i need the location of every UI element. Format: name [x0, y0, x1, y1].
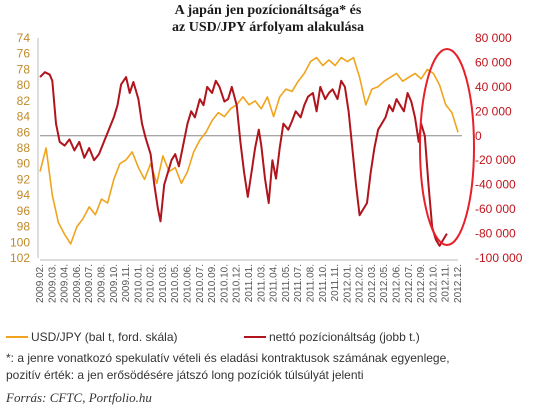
- x-tick-label: 2009.07.: [84, 264, 95, 303]
- left-tick-label: 82: [17, 94, 31, 108]
- right-tick-label: 80 000: [475, 31, 512, 45]
- footnote-line2: pozitív érték: a jen erősödésére játszó …: [6, 368, 364, 382]
- x-tick-label: 2010.09.: [207, 264, 218, 303]
- left-tick-label: 100: [10, 235, 30, 249]
- footnote-line1: *: a jenre vonatkozó spekulatív vételi é…: [6, 351, 450, 365]
- x-tick-label: 2010.12.: [232, 264, 243, 303]
- legend-label-position: nettó pozícionáltság (jobb t.): [269, 330, 420, 344]
- x-tick-label: 2010.07.: [195, 264, 206, 303]
- x-tick-label: 2009.06.: [72, 264, 83, 303]
- x-tick-label: 2012.10.: [428, 264, 439, 303]
- series-line-position: [39, 71, 448, 247]
- left-tick-label: 74: [17, 31, 31, 45]
- x-tick-label: 2009.02.: [35, 264, 46, 303]
- right-tick-label: 60 000: [475, 55, 512, 69]
- x-tick-label: 2012.09.: [416, 264, 427, 303]
- x-tick-label: 2011.07.: [293, 264, 304, 302]
- right-tick-label: -100 000: [475, 251, 523, 265]
- x-tick-label: 2012.11.: [441, 264, 452, 302]
- left-tick-label: 98: [17, 220, 31, 234]
- x-tick-label: 2010.05.: [170, 264, 181, 303]
- x-tick-label: 2009.11.: [121, 264, 132, 302]
- right-tick-label: 40 000: [475, 80, 512, 94]
- x-tick-label: 2010.06.: [183, 264, 194, 303]
- x-tick-label: 2012.02.: [355, 264, 366, 303]
- left-tick-label: 84: [17, 110, 31, 124]
- x-tick-label: 2011.01.: [244, 264, 255, 302]
- left-tick-label: 86: [17, 125, 31, 139]
- x-tick-label: 2011.11.: [330, 264, 341, 301]
- left-tick-label: 80: [17, 78, 31, 92]
- left-tick-label: 92: [17, 172, 31, 186]
- left-tick-label: 90: [17, 157, 31, 171]
- right-tick-label: -40 000: [475, 178, 516, 192]
- right-tick-label: -80 000: [475, 227, 516, 241]
- x-tick-label: 2012.07.: [404, 264, 415, 303]
- legend: USD/JPY (bal t, ford. skála) nettó pozíc…: [6, 330, 526, 348]
- left-tick-label: 96: [17, 204, 31, 218]
- x-tick-label: 2011.08.: [305, 264, 316, 302]
- x-axis: 2009.02. 2009.03. 2009.04. 2009.06. 2009.07.…: [35, 259, 464, 303]
- legend-label-usdjpy: USD/JPY (bal t, ford. skála): [31, 330, 178, 344]
- left-tick-label: 76: [17, 47, 31, 61]
- x-tick-label: 2010.10.: [219, 264, 230, 303]
- right-tick-label: -20 000: [475, 153, 516, 167]
- source-note: Forrás: CFTC, Portfolio.hu: [6, 390, 152, 405]
- x-tick-label: 2010.01.: [133, 264, 144, 303]
- right-axis: 80 000 60 000 40 000 20 000 0 -20 000 -40 000 -…: [475, 31, 523, 265]
- x-tick-label: 2009.03.: [47, 264, 58, 303]
- legend-item-usdjpy: USD/JPY (bal t, ford. skála): [6, 330, 178, 344]
- x-tick-label: 2012.12.: [453, 264, 464, 303]
- legend-swatch-usdjpy: [6, 336, 28, 338]
- series-layer: [39, 56, 459, 247]
- x-tick-label: 2009.10.: [109, 264, 120, 303]
- x-tick-label: 2010.03.: [158, 264, 169, 303]
- left-tick-label: 102: [10, 251, 30, 265]
- legend-swatch-position: [244, 336, 266, 338]
- footnote: *: a jenre vonatkozó spekulatív vételi é…: [6, 350, 530, 384]
- x-tick-label: 2012.05.: [379, 264, 390, 303]
- right-tick-label: 0: [475, 129, 482, 143]
- x-tick-label: 2012.01.: [342, 264, 353, 303]
- right-tick-label: 20 000: [475, 104, 512, 118]
- x-tick-label: 2012.03.: [367, 264, 378, 303]
- x-tick-label: 2011.03.: [256, 264, 267, 302]
- x-tick-label: 2009.08.: [96, 264, 107, 303]
- left-tick-label: 94: [17, 188, 31, 202]
- series-line-usdjpy: [39, 56, 459, 245]
- left-tick-label: 88: [17, 141, 31, 155]
- x-tick-label: 2011.10.: [318, 264, 329, 302]
- right-tick-label: -60 000: [475, 202, 516, 216]
- x-tick-label: 2011.04.: [269, 264, 280, 302]
- x-tick-label: 2012.06.: [392, 264, 403, 303]
- left-tick-label: 78: [17, 62, 31, 76]
- x-tick-label: 2011.05.: [281, 264, 292, 302]
- highlight-ellipse: [419, 48, 475, 246]
- x-tick-label: 2010.02.: [146, 264, 157, 303]
- chart-title-line2: az USD/JPY árfolyam alakulása: [172, 20, 364, 35]
- legend-item-position: nettó pozícionáltság (jobb t.): [244, 330, 420, 344]
- x-tick-label: 2009.04.: [60, 264, 71, 303]
- chart-title-line1: A japán jen pozícionáltsága* és: [175, 3, 362, 18]
